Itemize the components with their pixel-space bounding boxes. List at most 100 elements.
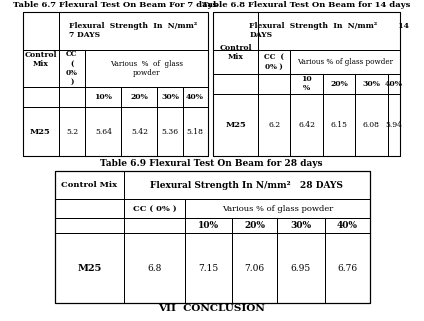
Text: 6.95: 6.95 [291,264,311,273]
Text: Flexural Strength In N/mm²   28 DAYS: Flexural Strength In N/mm² 28 DAYS [151,181,343,190]
Text: Table 6.9 Flexural Test On Beam for 28 days: Table 6.9 Flexural Test On Beam for 28 d… [100,159,323,168]
Bar [213,74,258,94]
Bar [258,94,290,156]
Bar [185,199,370,218]
Text: VII  CONCLUSION: VII CONCLUSION [158,304,265,313]
Text: CC ( 0% ): CC ( 0% ) [133,205,176,213]
Text: 30%: 30% [290,221,311,230]
Bar [55,233,124,303]
Text: 40%: 40% [186,93,204,101]
Bar [325,218,370,233]
Bar [124,218,185,233]
Bar [388,94,400,156]
Text: 6.76: 6.76 [337,264,357,273]
Bar [183,107,208,156]
Bar [232,218,277,233]
Text: 6.8: 6.8 [148,264,162,273]
Bar [213,50,258,74]
Text: Table 6.8 Flexural Test On Beam for 14 days: Table 6.8 Flexural Test On Beam for 14 d… [203,1,411,9]
Text: M25: M25 [225,121,246,129]
Bar [185,218,232,233]
Bar [355,94,388,156]
Bar [55,218,124,233]
Text: 6.08: 6.08 [363,121,380,129]
Text: 5.2: 5.2 [66,127,78,135]
Bar [22,12,208,156]
Text: 5.18: 5.18 [187,127,204,135]
Bar [325,233,370,303]
Bar [124,171,370,199]
Bar [86,50,208,87]
Bar [183,87,208,107]
Bar [55,199,124,218]
Bar [124,199,185,218]
Text: 7.06: 7.06 [245,264,265,273]
Text: 10%: 10% [198,221,219,230]
Text: 40%: 40% [385,80,403,88]
Bar [323,94,355,156]
Text: 6.42: 6.42 [298,121,315,129]
Bar [232,233,277,303]
Bar [213,12,400,156]
Text: Flexural  Strength  In  N/mm²        14
DAYS: Flexural Strength In N/mm² 14 DAYS [249,22,409,39]
Bar [22,87,59,107]
Text: 20%: 20% [131,93,148,101]
Text: 30%: 30% [363,80,380,88]
Bar [59,50,86,87]
Bar [121,87,157,107]
Text: Control
Mix: Control Mix [24,51,57,68]
Text: 10
%: 10 % [301,75,312,92]
Bar [22,12,59,50]
Bar [157,107,183,156]
Text: 20%: 20% [244,221,265,230]
Bar [258,12,400,50]
Bar [157,87,183,107]
Text: Table 6.7 Flexural Test On Beam For 7 days: Table 6.7 Flexural Test On Beam For 7 da… [13,1,217,9]
Text: Various % of glass powder: Various % of glass powder [222,205,333,213]
Bar [277,233,325,303]
Bar [86,87,121,107]
Text: 10%: 10% [95,93,112,101]
Bar [213,94,258,156]
Text: 5.64: 5.64 [95,127,112,135]
Bar [388,74,400,94]
Bar [213,12,258,50]
Text: Various  %  of  glass
powder: Various % of glass powder [110,60,183,77]
Text: 40%: 40% [337,221,357,230]
Bar [86,107,121,156]
Text: 30%: 30% [161,93,179,101]
Bar [59,87,86,107]
Bar [55,171,124,199]
Bar [290,74,323,94]
Bar [22,107,59,156]
Bar [185,233,232,303]
Bar [59,107,86,156]
Bar [290,50,400,74]
Bar [323,74,355,94]
Text: 5.36: 5.36 [162,127,179,135]
Text: 7.15: 7.15 [198,264,219,273]
Text: CC  (
0% ): CC ( 0% ) [264,53,284,70]
Bar [258,74,290,94]
Text: Control Mix: Control Mix [61,181,117,189]
Bar [55,171,370,303]
Text: 5.42: 5.42 [131,127,148,135]
Text: 6.2: 6.2 [268,121,280,129]
Bar [290,94,323,156]
Bar [258,50,290,74]
Bar [277,218,325,233]
Text: CC
(
0%
): CC ( 0% ) [66,50,78,86]
Text: M25: M25 [30,127,51,135]
Bar [22,50,59,87]
Bar [59,12,208,50]
Text: M25: M25 [77,264,102,273]
Text: Various % of glass powder: Various % of glass powder [297,58,393,66]
Text: 20%: 20% [330,80,348,88]
Bar [121,107,157,156]
Text: Flexural  Strength  In  N/mm²
7 DAYS: Flexural Strength In N/mm² 7 DAYS [69,22,197,39]
Bar [355,74,388,94]
Text: Control
Mix: Control Mix [219,44,252,61]
Text: 5.94: 5.94 [385,121,402,129]
Text: 6.15: 6.15 [331,121,348,129]
Bar [124,233,185,303]
